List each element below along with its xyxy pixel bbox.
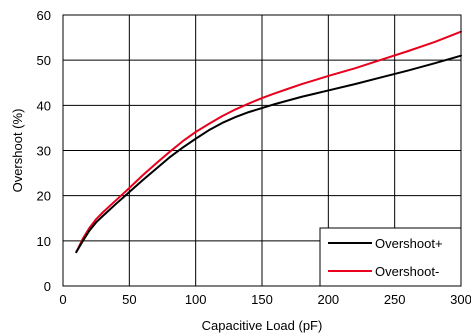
legend: Overshoot+ Overshoot- <box>319 227 462 287</box>
legend-label-overshoot-minus: Overshoot- <box>375 264 439 279</box>
legend-label-overshoot-plus: Overshoot+ <box>375 236 443 251</box>
x-tick-label: 100 <box>185 292 207 307</box>
x-tick-label: 150 <box>251 292 273 307</box>
y-tick-label: 50 <box>37 53 51 68</box>
x-tick-labels: 0 50 100 150 200 250 300 <box>59 292 471 307</box>
y-tick-label: 30 <box>37 144 51 159</box>
y-tick-label: 10 <box>37 234 51 249</box>
x-tick-label: 250 <box>384 292 406 307</box>
y-tick-label: 40 <box>37 98 51 113</box>
x-axis-title: Capacitive Load (pF) <box>202 318 323 333</box>
x-tick-label: 50 <box>122 292 136 307</box>
y-tick-label: 20 <box>37 189 51 204</box>
grid-lines <box>63 15 461 286</box>
y-tick-labels: 0 10 20 30 40 50 60 <box>37 8 51 294</box>
y-tick-label: 60 <box>37 8 51 23</box>
series-layer <box>75 30 462 254</box>
x-tick-label: 0 <box>59 292 66 307</box>
series-line-overshoot-plus <box>75 54 462 254</box>
x-tick-label: 200 <box>317 292 339 307</box>
y-tick-label: 0 <box>44 279 51 294</box>
series-line-overshoot-minus <box>75 30 462 254</box>
plot-frame <box>62 14 462 287</box>
x-tick-label: 300 <box>450 292 471 307</box>
y-axis-title: Overshoot (%) <box>10 109 25 193</box>
legend-box <box>319 227 462 287</box>
